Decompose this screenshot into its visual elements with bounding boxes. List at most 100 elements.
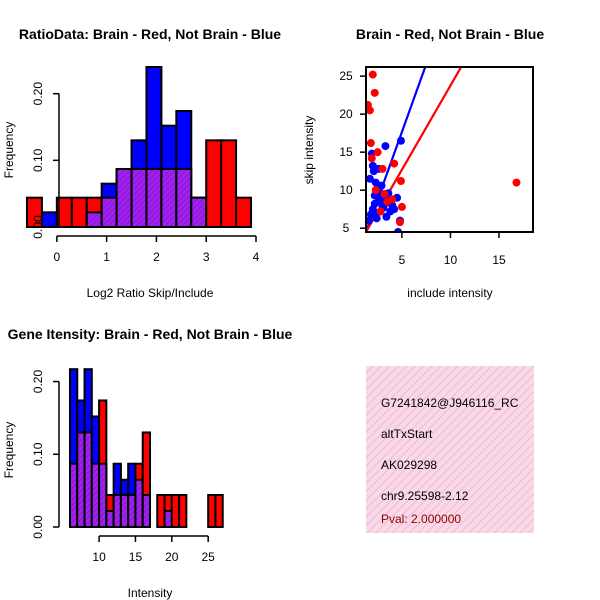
- y-tick-label: 20: [339, 107, 353, 121]
- histogram-bar: [70, 196, 88, 229]
- scatter-point: [381, 142, 390, 151]
- histogram-overlap-bar: [163, 510, 173, 528]
- scatter-point: [396, 177, 405, 186]
- histogram-overlap-bar: [90, 462, 101, 528]
- ratio-histogram: RatioData: Brain - Red, Not Brain - Blue…: [2, 26, 281, 300]
- histogram-overlap-bar: [115, 168, 133, 228]
- scatter-point: [376, 207, 385, 216]
- x-tick-label: 4: [253, 250, 260, 264]
- scatter-frame: [365, 66, 534, 233]
- info-box: G7241842@J946116_RC altTxStart AK029298 …: [366, 366, 534, 533]
- scatter-point: [390, 159, 399, 168]
- histogram-overlap-bar: [98, 462, 108, 528]
- histogram-bar: [178, 494, 188, 528]
- x-tick-label: 0: [54, 250, 61, 264]
- histogram-bar: [205, 139, 223, 228]
- x-tick-label: 15: [129, 550, 143, 564]
- x-tick-label: 2: [153, 250, 160, 264]
- scatter-x-axis-label: include intensity: [407, 286, 492, 300]
- scatter-point: [383, 197, 392, 206]
- scatter-point: [395, 218, 404, 227]
- ratio-x-axis-label: Log2 Ratio Skip/Include: [87, 286, 214, 300]
- info-location: chr9.25598-2.12: [381, 489, 469, 503]
- scatter-axes: 5 10 15 5 10 15 20 25: [339, 66, 534, 267]
- histogram-overlap-bar: [160, 168, 178, 228]
- x-tick-label: 1: [103, 250, 110, 264]
- scatter-point: [367, 154, 376, 163]
- scatter-plot-area: [366, 67, 521, 232]
- ratio-y-axis-label: Frequency: [2, 122, 16, 179]
- y-tick-label: 5: [343, 221, 350, 235]
- y-tick-label: 0.00: [31, 215, 45, 239]
- y-tick-label: 25: [339, 69, 353, 83]
- scatter-point: [366, 216, 373, 225]
- scatter-point: [370, 88, 379, 97]
- x-tick-label: 20: [165, 550, 179, 564]
- x-tick-label: 5: [399, 253, 406, 267]
- histogram-overlap-bar: [69, 462, 79, 528]
- histogram-bar: [214, 494, 224, 528]
- ratio-axes: 0 1 2 3 4 0.00 0.10 0.20: [31, 82, 260, 264]
- y-tick-label: 0.00: [31, 515, 45, 539]
- scatter-point: [390, 205, 399, 214]
- y-tick-label: 0.10: [31, 148, 45, 172]
- intensity-axes: 10 15 20 25 0.00 0.10 0.20: [31, 370, 215, 564]
- histogram-overlap-bar: [130, 168, 148, 228]
- intensity-histogram-title: Gene Itensity: Brain - Red, Not Brain - …: [8, 326, 293, 342]
- y-tick-label: 0.10: [31, 442, 45, 466]
- histogram-overlap-bar: [112, 494, 122, 528]
- histogram-bar: [235, 196, 253, 229]
- y-tick-label: 15: [339, 145, 353, 159]
- intensity-scatter: Brain - Red, Not Brain - Blue 5 10 15 5 10 15…: [302, 26, 544, 300]
- y-tick-label: 10: [339, 183, 353, 197]
- scatter-point: [512, 178, 521, 187]
- intensity-bars: [69, 368, 224, 529]
- scatter-point: [380, 189, 389, 198]
- scatter-point: [368, 70, 377, 79]
- x-tick-label: 3: [203, 250, 210, 264]
- scatter-y-axis-label: skip intensity: [302, 116, 316, 185]
- scatter-point: [378, 164, 387, 173]
- histogram-overlap-bar: [83, 431, 93, 529]
- y-tick-label: 0.20: [31, 370, 45, 394]
- scatter-point: [371, 186, 380, 195]
- intensity-x-axis-label: Intensity: [128, 586, 173, 600]
- histogram-overlap-bar: [119, 494, 130, 528]
- intensity-histogram: Gene Itensity: Brain - Red, Not Brain - …: [2, 326, 293, 600]
- histogram-overlap-bar: [145, 168, 163, 228]
- histogram-overlap-bar: [85, 211, 103, 228]
- histogram-bar: [156, 494, 166, 528]
- scatter-point: [373, 148, 382, 157]
- scatter-point: [396, 136, 405, 145]
- histogram-overlap-bar: [105, 510, 115, 528]
- x-tick-label: 10: [92, 550, 106, 564]
- histogram-overlap-bar: [100, 196, 118, 229]
- histogram-overlap-bar: [141, 494, 152, 528]
- histogram-overlap-bar: [190, 196, 208, 229]
- scatter-point: [366, 106, 374, 115]
- info-box-background: [366, 366, 534, 533]
- y-tick-label: 0.20: [31, 82, 45, 106]
- scatter-title: Brain - Red, Not Brain - Blue: [356, 26, 544, 42]
- x-tick-label: 25: [202, 550, 216, 564]
- histogram-overlap-bar: [134, 478, 144, 528]
- histogram-overlap-bar: [175, 168, 193, 228]
- scatter-point: [366, 139, 375, 148]
- scatter-point: [372, 214, 381, 223]
- info-pval: Pval: 2.000000: [381, 512, 461, 526]
- info-event-type: altTxStart: [381, 427, 433, 441]
- histogram-bar: [220, 139, 238, 228]
- scatter-point: [368, 161, 377, 170]
- scatter-point: [397, 202, 406, 211]
- scatter-point: [366, 174, 374, 183]
- info-gene-id: G7241842@J946116_RC: [381, 396, 519, 410]
- x-tick-label: 10: [444, 253, 458, 267]
- scatter-marks: [366, 67, 521, 232]
- histogram-overlap-bar: [127, 494, 137, 528]
- histogram-overlap-bar: [76, 431, 86, 529]
- ratio-bars: [25, 66, 253, 229]
- info-accession: AK029298: [381, 458, 437, 472]
- intensity-y-axis-label: Frequency: [2, 422, 16, 479]
- histogram-bar: [170, 494, 181, 528]
